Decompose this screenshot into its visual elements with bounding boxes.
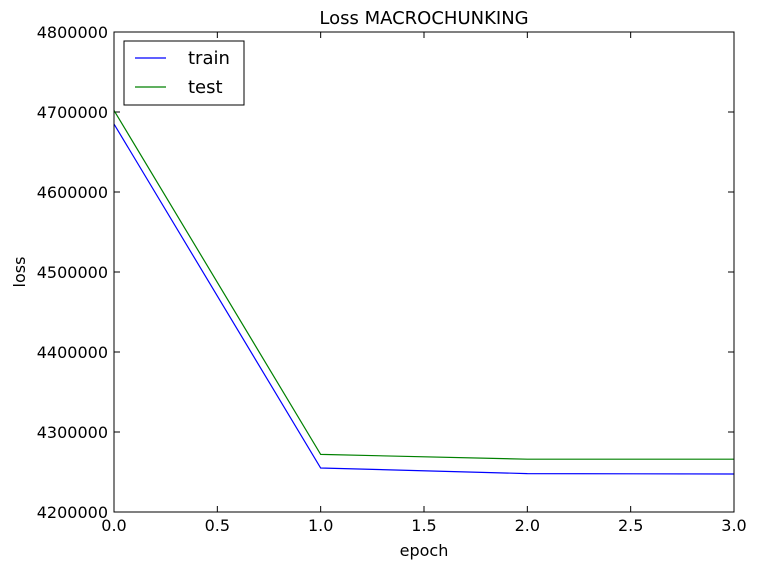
- legend-label: test: [188, 77, 223, 98]
- series-line-test: [113, 110, 734, 460]
- x-tick-label: 3.0: [721, 516, 746, 535]
- x-tick-label: 0.5: [205, 516, 230, 535]
- y-axis-label: loss: [10, 257, 29, 288]
- legend-label: train: [188, 48, 230, 69]
- y-tick-label: 4700000: [37, 103, 108, 122]
- y-tick-label: 4500000: [37, 263, 108, 282]
- legend-box: [123, 40, 245, 106]
- series-line-train: [113, 123, 735, 475]
- series-lines: [113, 110, 735, 475]
- y-tick-label: 4400000: [37, 343, 108, 362]
- x-tick-label: 0.0: [101, 516, 126, 535]
- y-tick-label: 4200000: [37, 503, 108, 522]
- axis-ticks: 0.0 0.5 1.0 1.5 2.0 2.5 3.0 4200000 4300000 44000…: [37, 23, 747, 535]
- x-axis-label: epoch: [400, 541, 449, 560]
- x-tick-label: 2.0: [515, 516, 540, 535]
- y-tick-label: 4800000: [37, 23, 108, 42]
- x-tick-label: 1.0: [308, 516, 333, 535]
- plot-frame: [113, 31, 735, 513]
- chart-title: Loss MACROCHUNKING: [319, 8, 528, 29]
- y-tick-label: 4300000: [37, 423, 108, 442]
- x-tick-label: 2.5: [618, 516, 643, 535]
- x-tick-label: 1.5: [411, 516, 436, 535]
- legend: train test: [123, 40, 245, 106]
- y-tick-label: 4600000: [37, 183, 108, 202]
